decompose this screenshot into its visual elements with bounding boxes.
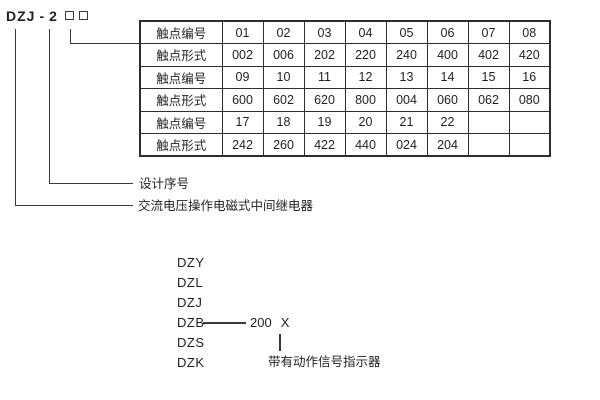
series-item-dzj: DZJ (177, 295, 203, 310)
value-cell: 02 (262, 20, 305, 44)
value-cell: 420 (508, 43, 551, 67)
connector-line-relay-type (15, 29, 133, 206)
model-code-design-number: 2 (49, 8, 58, 24)
value-cell (467, 133, 510, 157)
table-row: 触点形式 002 006 202 220 240 400 402 420 (139, 43, 551, 67)
series-item-dzs: DZS (177, 335, 205, 350)
connector-line-design-serial (49, 29, 133, 184)
value-cell: 01 (221, 20, 264, 44)
contact-table-wrap: 触点编号 01 02 03 04 05 06 07 08 触点形式 002 006 202 220 240 4… (139, 20, 551, 157)
value-cell: 10 (262, 65, 305, 89)
table-row: 触点形式 242 260 422 440 024 204 (139, 133, 551, 157)
value-cell: 422 (303, 133, 346, 157)
value-cell: 21 (385, 110, 428, 134)
value-cell: 14 (426, 65, 469, 89)
table-row: 触点编号 17 18 19 20 21 22 (139, 110, 551, 134)
model-code-separator: - (39, 8, 46, 24)
value-cell: 004 (385, 88, 428, 112)
row-header-cell: 触点形式 (139, 43, 223, 67)
value-cell: 400 (426, 43, 469, 67)
row-header-cell: 触点编号 (139, 20, 223, 44)
value-cell (508, 110, 551, 134)
value-cell: 602 (262, 88, 305, 112)
value-cell (508, 133, 551, 157)
series-item-dzl: DZL (177, 275, 204, 290)
value-cell: 220 (344, 43, 387, 67)
value-cell: 024 (385, 133, 428, 157)
value-cell: 440 (344, 133, 387, 157)
series-list: DZY DZL DZJ DZB DZS DZK (177, 253, 205, 373)
design-serial-label: 设计序号 (139, 177, 190, 191)
value-cell: 062 (467, 88, 510, 112)
value-cell: 13 (385, 65, 428, 89)
value-cell: 20 (344, 110, 387, 134)
value-cell: 240 (385, 43, 428, 67)
value-cell: 11 (303, 65, 346, 89)
dzb-number: 200 (250, 315, 272, 330)
value-cell: 600 (221, 88, 264, 112)
contact-table: 触点编号 01 02 03 04 05 06 07 08 触点形式 002 006 202 220 240 4… (139, 20, 551, 157)
variant-connector-line (279, 334, 281, 351)
value-cell: 260 (262, 133, 305, 157)
value-cell: 06 (426, 20, 469, 44)
series-item-dzb: DZB (177, 315, 205, 330)
placeholder-box-2 (78, 11, 88, 20)
value-cell: 242 (221, 133, 264, 157)
placeholder-box-1 (64, 11, 74, 20)
value-cell: 800 (344, 88, 387, 112)
value-cell: 22 (426, 110, 469, 134)
value-cell: 15 (467, 65, 510, 89)
series-item-dzy: DZY (177, 255, 205, 270)
value-cell: 202 (303, 43, 346, 67)
table-row: 触点形式 600 602 620 800 004 060 062 080 (139, 88, 551, 112)
model-code: DZJ -2 (6, 8, 88, 24)
value-cell: 006 (262, 43, 305, 67)
dzb-connector-line (203, 322, 246, 324)
row-header-cell: 触点形式 (139, 88, 223, 112)
value-cell: 18 (262, 110, 305, 134)
row-header-cell: 触点形式 (139, 133, 223, 157)
model-code-prefix: DZJ (6, 8, 36, 24)
value-cell: 080 (508, 88, 551, 112)
value-cell: 002 (221, 43, 264, 67)
value-cell: 204 (426, 133, 469, 157)
value-cell: 07 (467, 20, 510, 44)
table-row: 触点编号 09 10 11 12 13 14 15 16 (139, 65, 551, 89)
relay-type-label: 交流电压操作电磁式中间继电器 (138, 199, 314, 213)
indicator-note: 带有动作信号指示器 (268, 355, 381, 369)
value-cell: 402 (467, 43, 510, 67)
value-cell: 08 (508, 20, 551, 44)
value-cell: 05 (385, 20, 428, 44)
value-cell: 060 (426, 88, 469, 112)
contact-table-body: 触点编号 01 02 03 04 05 06 07 08 触点形式 002 006 202 220 240 4… (139, 20, 551, 157)
row-header-cell: 触点编号 (139, 110, 223, 134)
value-cell: 16 (508, 65, 551, 89)
value-cell: 09 (221, 65, 264, 89)
value-cell: 04 (344, 20, 387, 44)
value-cell: 03 (303, 20, 346, 44)
value-cell: 17 (221, 110, 264, 134)
dzb-model-suffix: 200 X (250, 316, 289, 330)
value-cell: 12 (344, 65, 387, 89)
table-row: 触点编号 01 02 03 04 05 06 07 08 (139, 20, 551, 44)
series-item-dzk: DZK (177, 355, 205, 370)
dzb-variant: X (280, 315, 290, 330)
value-cell: 620 (303, 88, 346, 112)
row-header-cell: 触点编号 (139, 65, 223, 89)
value-cell: 19 (303, 110, 346, 134)
connector-line-boxes-to-table (70, 29, 139, 44)
value-cell (467, 110, 510, 134)
